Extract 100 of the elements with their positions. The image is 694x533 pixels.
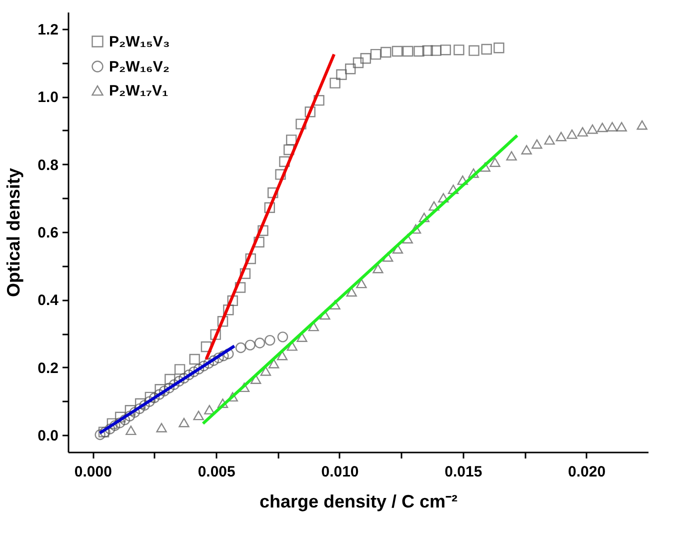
y-tick-label: 0.0 <box>38 428 58 445</box>
point <box>234 282 246 293</box>
point <box>370 48 382 60</box>
point <box>380 46 392 58</box>
point <box>200 341 212 352</box>
point <box>284 144 294 156</box>
point <box>244 340 256 350</box>
legend-label: P₂W₁₅V₃ <box>109 34 170 50</box>
y-tick-label: 0.4 <box>38 292 60 310</box>
point <box>330 78 340 88</box>
point <box>106 418 118 429</box>
y-tick-label: 0.8 <box>38 156 58 174</box>
x-tick-label: 0.020 <box>568 464 606 480</box>
point <box>156 422 167 432</box>
point <box>566 129 578 139</box>
point <box>402 46 414 57</box>
point <box>164 374 176 385</box>
point <box>258 225 268 236</box>
point <box>308 322 319 332</box>
y-tick-label: 1.2 <box>38 21 58 38</box>
point <box>296 118 306 130</box>
point <box>223 304 234 316</box>
point <box>544 135 555 145</box>
point <box>189 354 200 365</box>
point <box>277 332 288 342</box>
point <box>428 201 440 211</box>
y-tick-label: 0.6 <box>38 224 58 242</box>
point <box>457 176 468 185</box>
point <box>346 287 357 297</box>
point <box>352 57 364 68</box>
point <box>126 426 136 436</box>
point <box>490 158 500 167</box>
x-tick-label: 0.000 <box>74 464 112 480</box>
point <box>440 44 451 56</box>
x-tick-label: 0.005 <box>198 464 236 480</box>
point <box>414 46 424 57</box>
point <box>577 127 588 137</box>
point <box>410 224 422 234</box>
point <box>430 45 442 56</box>
point <box>245 253 256 264</box>
point <box>360 53 371 64</box>
point <box>260 366 272 376</box>
point <box>636 120 648 130</box>
point <box>250 374 262 384</box>
point <box>275 169 286 180</box>
x-tick-label: 0.010 <box>321 464 359 480</box>
legend-label: P₂W₁₆V₂ <box>109 58 170 76</box>
point <box>438 193 449 203</box>
point <box>532 139 542 149</box>
point <box>494 42 504 54</box>
point <box>114 412 126 422</box>
y-axis-title: Optical density <box>4 168 24 298</box>
point <box>468 45 480 56</box>
point <box>448 184 459 194</box>
point <box>254 236 264 248</box>
y-tick-label: 0.2 <box>38 360 58 377</box>
point <box>264 334 276 346</box>
point <box>193 410 204 420</box>
x-tick-label: 0.015 <box>444 464 482 480</box>
point <box>372 264 384 274</box>
point <box>174 364 186 375</box>
point <box>418 212 430 222</box>
point <box>606 122 618 132</box>
point <box>94 429 106 440</box>
point <box>268 187 278 198</box>
point <box>392 46 403 57</box>
point <box>286 341 298 351</box>
point <box>596 122 608 132</box>
point <box>227 392 238 402</box>
point <box>506 151 517 161</box>
point <box>336 69 347 80</box>
point <box>616 122 627 132</box>
point <box>210 329 221 340</box>
point <box>227 295 238 306</box>
point <box>264 202 275 213</box>
point <box>454 44 464 56</box>
point <box>254 338 266 348</box>
legend-label: P₂W₁₇V₁ <box>109 82 168 100</box>
point <box>356 278 367 288</box>
point <box>587 124 598 134</box>
point <box>345 64 356 74</box>
point <box>481 44 492 55</box>
point <box>178 418 190 428</box>
x-axis-title: charge density / C cm⁻² <box>259 492 458 512</box>
point <box>240 268 251 279</box>
point <box>235 342 246 354</box>
point <box>217 398 228 408</box>
point <box>521 145 532 154</box>
y-tick-label: 1.0 <box>38 89 58 106</box>
point <box>314 94 324 106</box>
point <box>276 350 288 360</box>
point <box>286 134 297 146</box>
point <box>296 332 308 342</box>
point <box>268 358 280 368</box>
point <box>422 45 433 56</box>
point <box>204 404 215 414</box>
point <box>468 168 479 178</box>
point <box>556 132 566 142</box>
point <box>304 106 316 118</box>
point <box>279 156 290 167</box>
